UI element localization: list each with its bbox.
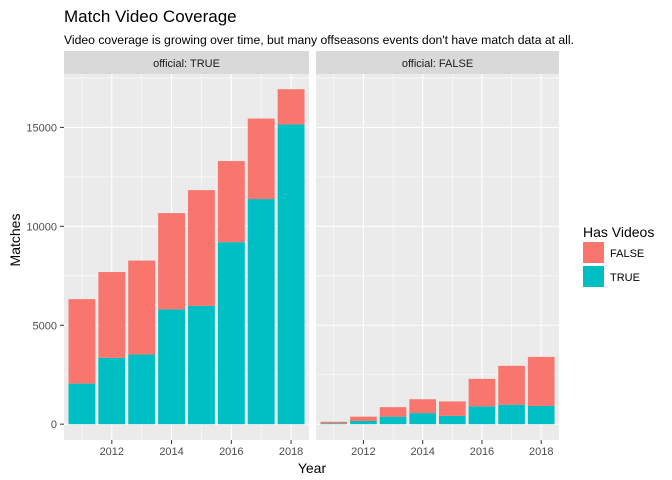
bar-false-2016 [217,161,245,243]
bar-false-2018 [527,356,555,406]
x-tick-label: 2018 [529,446,553,458]
chart-title: Match Video Coverage [64,7,237,26]
y-tick-label: 5000 [33,320,57,332]
bar-true-2016 [468,406,496,425]
bar-true-2017 [498,404,525,425]
bar-true-2018 [277,124,305,425]
facet-panel-official-true: official: TRUE 2012 2014 2016 2018 [64,51,309,458]
x-tick-label: 2016 [470,446,494,458]
bar-false-2014 [409,399,437,414]
x-axis-title: Year [298,460,327,476]
y-tick-label: 10000 [26,221,57,233]
bar-true-2012 [98,357,126,425]
bar-false-2017 [498,365,525,405]
bar-false-2015 [187,190,215,306]
bar-false-2011 [320,421,348,424]
y-axis: 0 5000 10000 15000 [26,122,64,431]
bar-true-2011 [68,383,96,425]
bar-true-2013 [379,416,407,425]
y-tick-label: 0 [51,419,57,431]
legend-key-true [583,266,604,287]
bar-false-2012 [350,416,377,422]
bar-true-2014 [158,309,186,425]
chart-subtitle: Video coverage is growing over time, but… [64,33,574,47]
x-tick-label: 2012 [100,446,124,458]
x-tick-label: 2018 [279,446,303,458]
bar-false-2018 [277,89,305,125]
facet-strip-label: official: TRUE [153,58,220,70]
legend-label-true: TRUE [610,272,640,284]
facet-panel-official-false: official: FALSE 2012 2014 2016 2018 [316,51,559,458]
x-tick-label: 2016 [219,446,243,458]
bar-false-2015 [438,401,466,416]
legend: Has Videos FALSE TRUE [583,224,654,287]
bar-true-2016 [217,242,245,425]
x-tick-label: 2014 [410,446,434,458]
bar-true-2015 [187,305,215,425]
bar-true-2012 [350,421,377,425]
bar-true-2013 [128,354,156,425]
bar-true-2017 [247,199,275,425]
legend-title: Has Videos [583,224,654,240]
bar-false-2013 [128,260,156,355]
bar-true-2018 [527,405,555,425]
x-tick-label: 2012 [351,446,375,458]
x-tick-label: 2014 [159,446,183,458]
facet-strip [316,51,559,74]
bar-false-2011 [68,299,96,384]
bar-false-2016 [468,378,496,407]
bar-false-2017 [247,118,275,200]
y-axis-title: Matches [7,214,23,267]
y-tick-label: 15000 [26,122,57,134]
bar-true-2015 [438,415,466,425]
bar-false-2013 [379,407,407,417]
bar-true-2011 [320,423,348,425]
facet-strip [64,51,309,74]
bar-false-2014 [158,213,186,310]
legend-key-false [583,242,604,263]
bar-false-2012 [98,272,126,358]
bar-true-2014 [409,413,437,425]
legend-label-false: FALSE [610,248,644,260]
facet-strip-label: official: FALSE [402,58,473,70]
